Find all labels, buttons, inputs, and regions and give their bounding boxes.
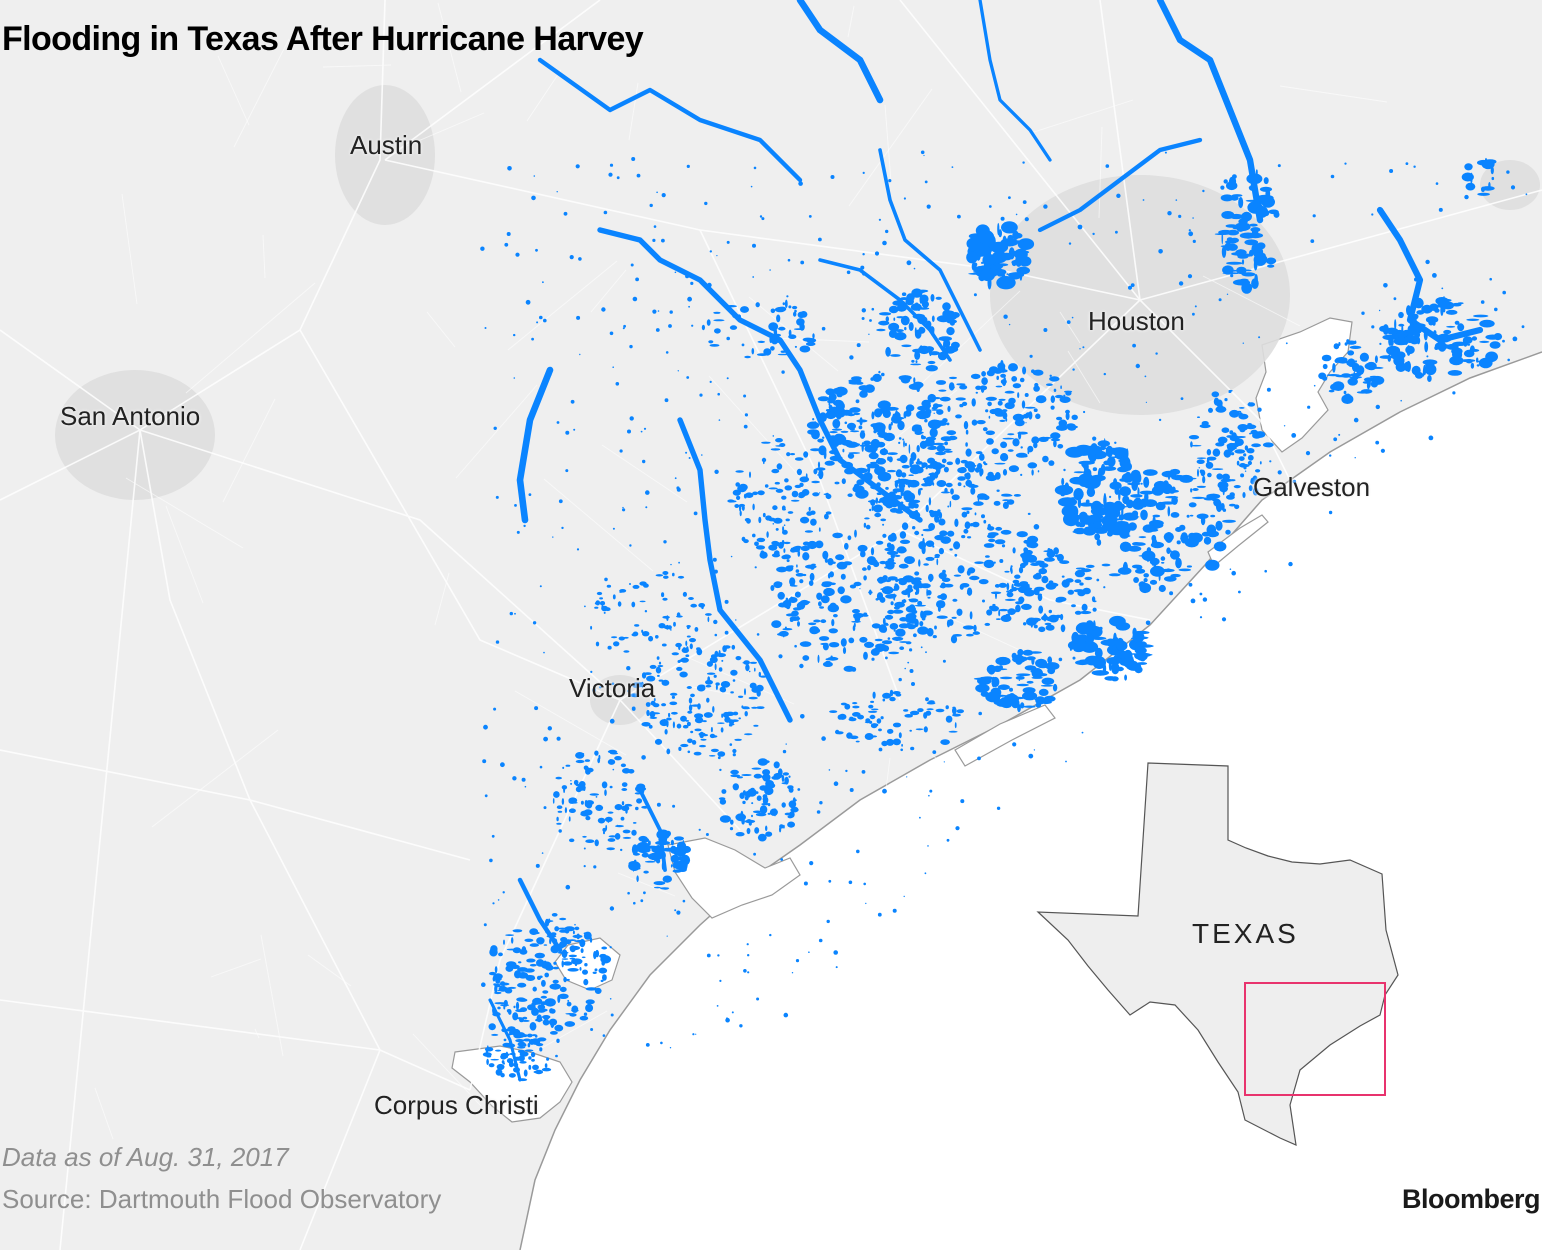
beaumont-urban — [1480, 160, 1540, 210]
matagorda-bay — [954, 704, 1056, 767]
corpus-christi-bay — [451, 1045, 573, 1123]
city-label-victoria: Victoria — [569, 673, 656, 703]
city-label-austin: Austin — [350, 130, 423, 160]
galveston-bay — [1255, 317, 1353, 453]
inset-focus-box — [1244, 982, 1386, 1096]
bays — [451, 317, 1353, 1123]
bloomberg-logo: Bloomberg — [1401, 1184, 1541, 1214]
city-label-galveston: Galveston — [1253, 472, 1371, 502]
texas-state-outline — [1036, 762, 1399, 1146]
data-date-note: Data as of Aug. 31, 2017 — [2, 1142, 289, 1172]
map-title: Flooding in Texas After Hurricane Harvey — [2, 20, 644, 58]
texas-inset-map — [1036, 762, 1399, 1146]
city-label-houston: Houston — [1088, 306, 1185, 336]
austin-urban — [335, 85, 435, 225]
flood-extent — [480, 0, 1528, 1082]
lavaca-bay — [667, 837, 801, 919]
city-label-corpus-christi: Corpus Christi — [374, 1090, 539, 1120]
san-antonio-urban — [55, 370, 215, 500]
city-label-san-antonio: San Antonio — [60, 401, 201, 431]
source-note: Source: Dartmouth Flood Observatory — [2, 1184, 442, 1214]
coastline — [519, 351, 1542, 1250]
inset-state-label: TEXAS — [1192, 918, 1299, 949]
